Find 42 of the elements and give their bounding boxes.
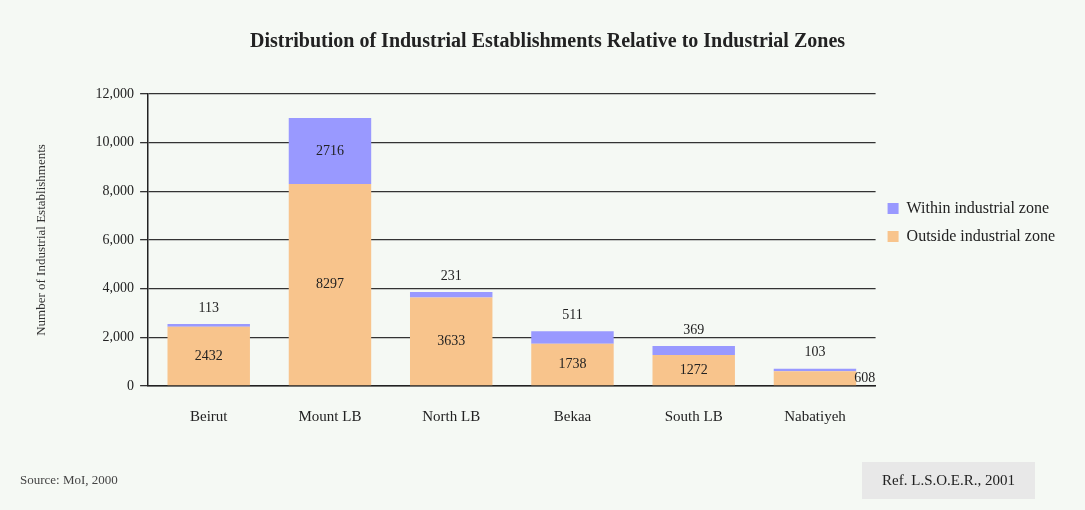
- data-label: 2716: [315, 142, 344, 158]
- y-tick-label: 8,000: [102, 183, 135, 199]
- bar: [773, 371, 857, 386]
- data-label: 113: [198, 299, 219, 315]
- bar: [531, 331, 614, 344]
- bar: [410, 297, 493, 386]
- data-label: 1738: [558, 356, 587, 372]
- chart-title: Distribution of Industrial Establishments Relative to Industrial Zones: [249, 29, 846, 52]
- x-tick-label: Beirut: [189, 407, 229, 424]
- source-note: Source: MoI, 2000: [20, 472, 118, 488]
- x-tick-label: Mount LB: [298, 407, 362, 424]
- bar: [410, 291, 493, 298]
- bar: [167, 324, 250, 327]
- data-label: 2432: [194, 347, 223, 363]
- data-label: 8297: [315, 276, 344, 292]
- data-label: 1272: [679, 361, 708, 377]
- x-tick-label: Nabatiyeh: [784, 407, 847, 424]
- bar: [288, 184, 372, 386]
- legend-label: Outside industrial zone: [906, 226, 1056, 244]
- bar: [167, 326, 250, 386]
- x-tick-label: North LB: [422, 407, 481, 424]
- y-axis-title: Number of Industrial Establishments: [33, 144, 49, 336]
- text: Ref. L.S.O.E.R., 2001: [862, 462, 1035, 499]
- y-tick-label: 6,000: [102, 231, 135, 247]
- bar: [652, 346, 735, 356]
- y-tick-label: 12,000: [95, 85, 135, 101]
- data-label: 3633: [437, 333, 466, 349]
- y-tick-label: 2,000: [102, 329, 135, 345]
- bar: [652, 355, 735, 386]
- bar: [531, 343, 614, 386]
- y-tick-label: 10,000: [95, 134, 135, 150]
- data-label: 511: [562, 306, 583, 322]
- data-label: 369: [683, 321, 705, 337]
- y-tick-label: 0: [127, 377, 135, 393]
- data-label: 608: [854, 369, 876, 385]
- data-label: 103: [804, 344, 826, 360]
- x-tick-label: Bekaa: [553, 407, 592, 424]
- bar: [288, 118, 372, 185]
- data-label: 231: [440, 267, 462, 283]
- legend-label: Within industrial zone: [906, 198, 1050, 216]
- x-tick-label: South LB: [664, 407, 723, 424]
- y-tick-label: 4,000: [102, 280, 135, 296]
